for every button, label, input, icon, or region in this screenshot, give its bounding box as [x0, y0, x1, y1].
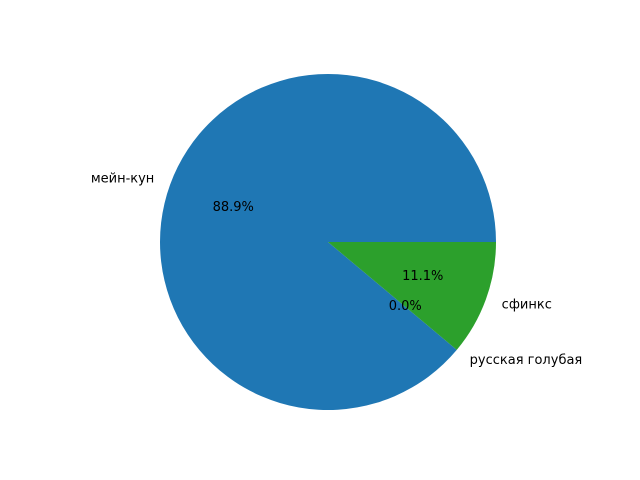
slice-percent-мейн-кун: 88.9% — [213, 200, 254, 215]
pie-slices — [160, 73, 497, 410]
slice-label-сфинкс: сфинкс — [502, 298, 552, 313]
pie-slice-сфинкс — [328, 242, 496, 350]
pie-labels: мейн-кун 88.9% русская голубая 0.0% сфинкс 11… — [91, 171, 582, 368]
slice-label-мейн-кун: мейн-кун — [91, 171, 155, 186]
slice-percent-сфинкс: 11.1% — [402, 269, 443, 284]
slice-percent-русская-голубая: 0.0% — [389, 299, 422, 314]
slice-label-русская-голубая: русская голубая — [470, 353, 583, 368]
